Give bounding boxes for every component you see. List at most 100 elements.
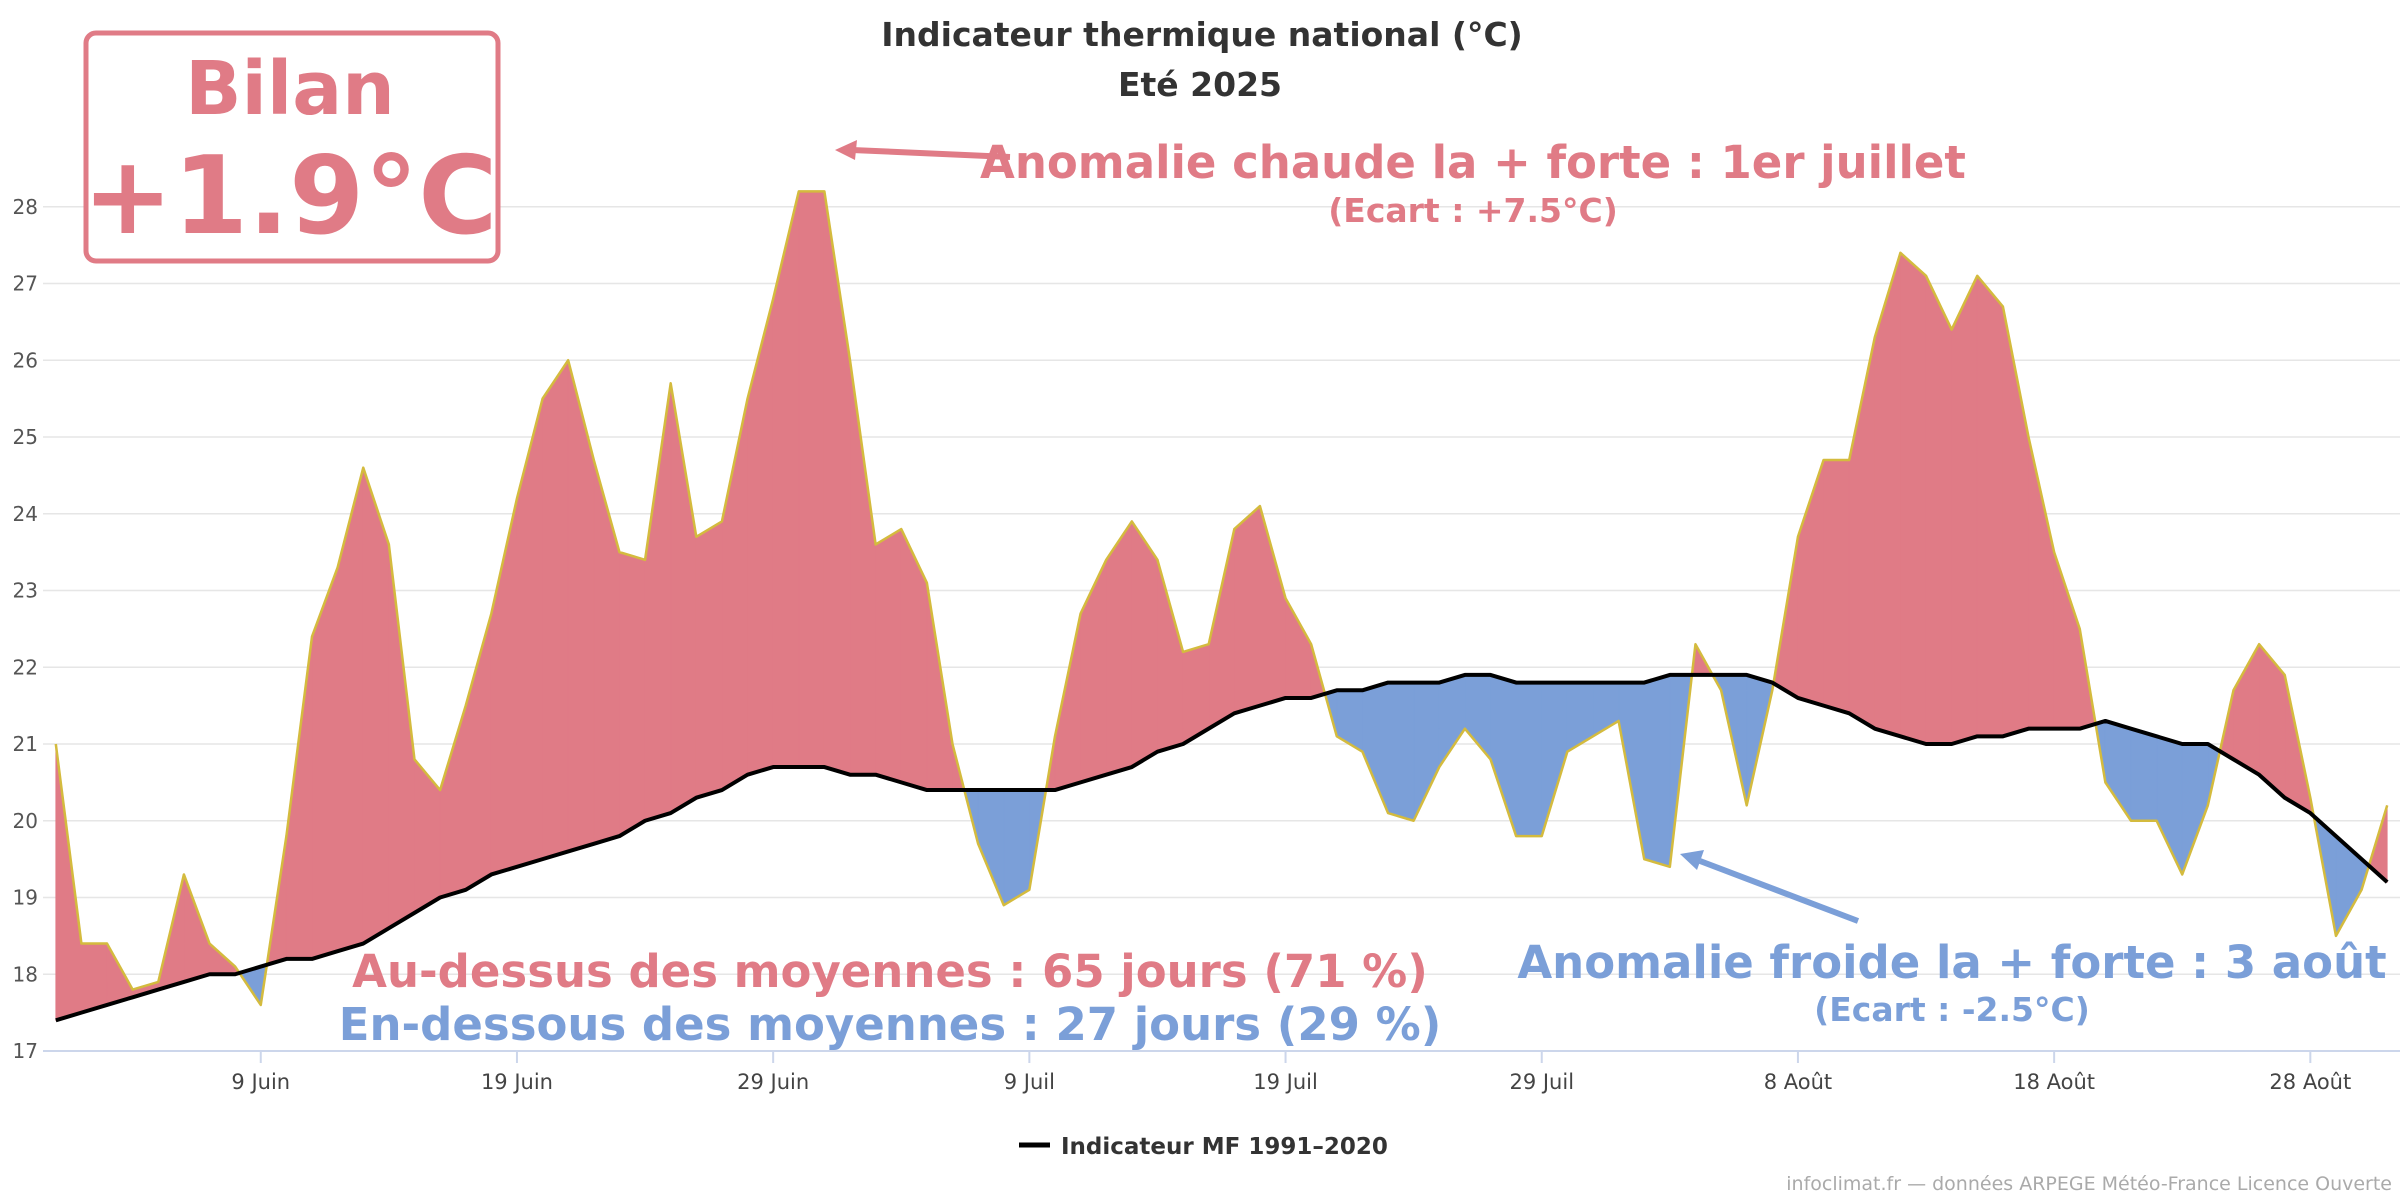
- anomaly-band: [414, 758, 441, 914]
- bilan-box: Bilan +1.9°C: [82, 30, 501, 264]
- anomaly-band: [1643, 674, 1671, 868]
- anomaly-band: [900, 528, 928, 791]
- cold-annotation: Anomalie froide la + forte : 3 août (Eca…: [1517, 850, 2387, 1029]
- anomaly-band: [81, 943, 108, 1014]
- anomaly-band: [2130, 728, 2158, 822]
- anomaly-band: [1438, 674, 1466, 769]
- anomaly-band: [2104, 720, 2132, 823]
- anomaly-band: [1900, 251, 1927, 745]
- anomaly-band: [2028, 436, 2055, 730]
- anomaly-fills: [55, 190, 2388, 1021]
- anomaly-band: [1259, 505, 1286, 707]
- x-tick-label: 8 Août: [1764, 1070, 1832, 1094]
- anomaly-band: [1131, 520, 1158, 768]
- legend[interactable]: Indicateur MF 1991–2020: [1019, 1134, 1388, 1160]
- series-line-observed: [54, 190, 2389, 1007]
- x-tick-label: 29 Juin: [737, 1070, 809, 1094]
- anomaly-band: [849, 360, 877, 776]
- anomaly-band: [670, 383, 697, 814]
- anomaly-band: [875, 528, 902, 783]
- credit-text[interactable]: infoclimat.fr — données ARPEGE Météo-Fra…: [1786, 1173, 2392, 1195]
- y-tick-label: 28: [13, 195, 38, 219]
- anomaly-band: [1413, 682, 1440, 821]
- above-average-summary: Au-dessus des moyennes : 65 jours (71 %): [352, 945, 1428, 998]
- anomaly-band: [516, 398, 543, 868]
- anomaly-band: [1054, 613, 1081, 791]
- bilan-value: +1.9°C: [82, 134, 497, 259]
- cold-anomaly-sub: (Ecart : -2.5°C): [1814, 990, 2090, 1029]
- anomaly-band: [337, 467, 364, 952]
- anomaly-band: [644, 383, 672, 822]
- anomaly-band: [362, 467, 390, 945]
- warm-anomaly-title: Anomalie chaude la + forte : 1er juillet: [980, 136, 1966, 189]
- y-axis-ticks: 17 18 19 20 21 22 23 24 25 26 27 28: [13, 195, 38, 1063]
- series-line-normal: [55, 672, 2389, 1023]
- series-lines: [54, 190, 2389, 1023]
- anomaly-band: [2335, 835, 2362, 938]
- x-axis-ticks: 9 Juin 19 Juin 29 Juin 9 Juil 19 Juil 29 Juil…: [231, 1051, 2351, 1094]
- x-tick-label: 19 Juin: [481, 1070, 553, 1094]
- anomaly-band: [1105, 520, 1133, 776]
- anomaly-band: [798, 190, 825, 768]
- y-tick-label: 25: [13, 425, 38, 449]
- anomaly-band: [55, 743, 82, 1021]
- x-tick-label: 28 Août: [2269, 1070, 2351, 1094]
- anomaly-band: [1541, 682, 1568, 837]
- anomaly-band: [1336, 689, 1363, 753]
- anomaly-band: [1233, 505, 1261, 714]
- anomaly-band: [1566, 682, 1594, 753]
- warm-annotation: Anomalie chaude la + forte : 1er juillet…: [835, 136, 1966, 230]
- anomaly-band: [593, 459, 620, 845]
- anomaly-band: [1976, 274, 2004, 737]
- x-tick-label: 19 Juil: [1253, 1070, 1318, 1094]
- x-tick-label: 29 Juil: [1509, 1070, 1574, 1094]
- x-tick-label: 18 Août: [2013, 1070, 2095, 1094]
- y-tick-label: 18: [13, 962, 38, 986]
- y-tick-label: 19: [13, 886, 38, 910]
- anomaly-band: [1080, 559, 1107, 783]
- y-tick-label: 24: [13, 502, 38, 526]
- cold-arrow-line: [1698, 858, 1860, 924]
- anomaly-band: [439, 705, 467, 899]
- y-tick-label: 27: [13, 272, 38, 296]
- anomaly-band: [1362, 682, 1389, 814]
- anomaly-band: [2053, 551, 2081, 730]
- anomaly-band: [747, 298, 774, 776]
- anomaly-band: [1387, 682, 1415, 822]
- y-tick-label: 22: [13, 655, 38, 679]
- cold-arrow-head: [1680, 850, 1704, 870]
- anomaly-band: [619, 551, 646, 837]
- bilan-label: Bilan: [185, 46, 395, 132]
- anomaly-band: [1925, 275, 1953, 745]
- chart-title: Indicateur thermique national (°C): [881, 15, 1523, 54]
- anomaly-band: [2233, 642, 2260, 776]
- anomaly-band: [1003, 789, 1030, 906]
- anomaly-band: [183, 874, 210, 983]
- warm-arrow-line: [851, 147, 1011, 160]
- anomaly-band: [1490, 674, 1517, 837]
- y-tick-label: 26: [13, 348, 38, 372]
- chart-subtitle: Eté 2025: [1118, 65, 1282, 104]
- anomaly-band: [2156, 735, 2183, 875]
- anomaly-band: [695, 520, 723, 799]
- anomaly-band: [1823, 459, 1850, 714]
- warm-arrow-head: [835, 140, 857, 160]
- anomaly-band: [542, 358, 569, 860]
- anomaly-band: [567, 360, 595, 852]
- y-tick-label: 21: [13, 732, 38, 756]
- y-tick-label: 17: [13, 1039, 38, 1063]
- x-tick-label: 9 Juin: [231, 1070, 290, 1094]
- below-average-summary: En-dessous des moyennes : 27 jours (29 %…: [339, 998, 1442, 1051]
- anomaly-band: [1464, 674, 1491, 761]
- y-tick-label: 23: [13, 579, 38, 603]
- y-tick-label: 20: [13, 809, 38, 833]
- anomaly-band: [1157, 559, 1184, 753]
- warm-anomaly-sub: (Ecart : +7.5°C): [1328, 191, 1618, 230]
- legend-label: Indicateur MF 1991–2020: [1061, 1134, 1388, 1160]
- anomaly-band: [1515, 682, 1543, 837]
- anomaly-band: [977, 789, 1005, 906]
- anomaly-band: [2181, 743, 2209, 875]
- anomaly-band: [1285, 596, 1312, 699]
- anomaly-band: [1951, 275, 1978, 745]
